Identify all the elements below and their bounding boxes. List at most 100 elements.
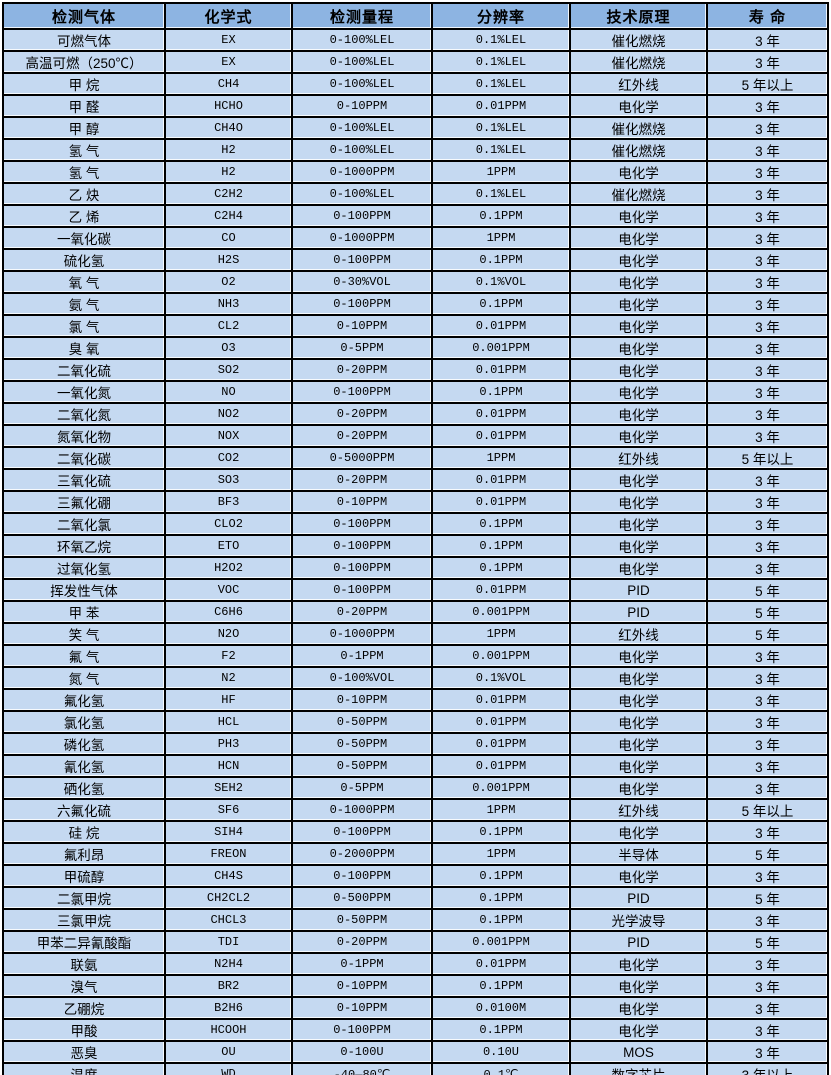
cell-gas: 乙 烯	[2, 204, 166, 228]
cell-resolution: 0.001PPM	[431, 644, 571, 668]
cell-lifespan: 3 年以上	[706, 1062, 829, 1075]
cell-gas: 三氯甲烷	[2, 908, 166, 932]
table-row: 乙 烯 C2H4 0-100PPM 0.1PPM 电化学 3 年	[2, 204, 829, 228]
cell-range: 0-100%LEL	[291, 182, 433, 206]
cell-gas: 氟利昂	[2, 842, 166, 866]
cell-lifespan: 3 年	[706, 754, 829, 778]
cell-resolution: 0.01PPM	[431, 94, 571, 118]
cell-gas: 氢 气	[2, 160, 166, 184]
cell-gas: 氟 气	[2, 644, 166, 668]
cell-formula: BR2	[164, 974, 293, 998]
table-row: 二氧化氯 CLO2 0-100PPM 0.1PPM 电化学 3 年	[2, 512, 829, 536]
cell-resolution: 0.01PPM	[431, 358, 571, 382]
cell-formula: HCHO	[164, 94, 293, 118]
table-row: 甲 烷 CH4 0-100%LEL 0.1%LEL 红外线 5 年以上	[2, 72, 829, 96]
cell-range: 0-1PPM	[291, 644, 433, 668]
cell-lifespan: 3 年	[706, 94, 829, 118]
cell-range: 0-100PPM	[291, 204, 433, 228]
cell-principle: 电化学	[569, 270, 708, 294]
cell-gas: 甲 醇	[2, 116, 166, 140]
cell-lifespan: 3 年	[706, 820, 829, 844]
cell-resolution: 0.1%LEL	[431, 138, 571, 162]
cell-range: 0-100PPM	[291, 556, 433, 580]
cell-principle: 催化燃烧	[569, 50, 708, 74]
cell-principle: 电化学	[569, 644, 708, 668]
cell-range: 0-10PPM	[291, 94, 433, 118]
table-row: 二氧化氮 NO2 0-20PPM 0.01PPM 电化学 3 年	[2, 402, 829, 426]
cell-formula: SF6	[164, 798, 293, 822]
table-row: 挥发性气体 VOC 0-100PPM 0.01PPM PID 5 年	[2, 578, 829, 602]
cell-formula: CO2	[164, 446, 293, 470]
cell-principle: MOS	[569, 1040, 708, 1064]
cell-principle: 电化学	[569, 952, 708, 976]
cell-gas: 六氟化硫	[2, 798, 166, 822]
cell-lifespan: 3 年	[706, 490, 829, 514]
cell-gas: 氯化氢	[2, 710, 166, 734]
cell-range: 0-100PPM	[291, 1018, 433, 1042]
cell-formula: CH2CL2	[164, 886, 293, 910]
cell-range: 0-5PPM	[291, 776, 433, 800]
table-row: 联氨 N2H4 0-1PPM 0.01PPM 电化学 3 年	[2, 952, 829, 976]
column-header-principle: 技术原理	[569, 2, 708, 30]
cell-range: -40—80℃	[291, 1062, 433, 1075]
cell-resolution: 0.1%VOL	[431, 270, 571, 294]
cell-formula: TDI	[164, 930, 293, 954]
cell-gas: 甲苯二异氰酸酯	[2, 930, 166, 954]
table-row: 氮 气 N2 0-100%VOL 0.1%VOL 电化学 3 年	[2, 666, 829, 690]
cell-resolution: 0.01PPM	[431, 468, 571, 492]
cell-formula: SO3	[164, 468, 293, 492]
cell-principle: 电化学	[569, 380, 708, 404]
cell-principle: 红外线	[569, 72, 708, 96]
cell-range: 0-1000PPM	[291, 226, 433, 250]
cell-range: 0-20PPM	[291, 468, 433, 492]
cell-gas: 甲酸	[2, 1018, 166, 1042]
cell-resolution: 1PPM	[431, 446, 571, 470]
cell-lifespan: 3 年	[706, 50, 829, 74]
cell-range: 0-10PPM	[291, 974, 433, 998]
cell-formula: ETO	[164, 534, 293, 558]
cell-principle: 电化学	[569, 688, 708, 712]
cell-principle: 电化学	[569, 402, 708, 426]
cell-range: 0-100PPM	[291, 534, 433, 558]
cell-principle: 电化学	[569, 666, 708, 690]
cell-formula: BF3	[164, 490, 293, 514]
cell-resolution: 0.01PPM	[431, 314, 571, 338]
cell-range: 0-100%LEL	[291, 138, 433, 162]
cell-principle: 电化学	[569, 512, 708, 536]
cell-principle: 电化学	[569, 490, 708, 514]
cell-resolution: 0.01PPM	[431, 754, 571, 778]
cell-lifespan: 3 年	[706, 182, 829, 206]
cell-resolution: 0.1PPM	[431, 380, 571, 404]
cell-formula: O2	[164, 270, 293, 294]
table-row: 硒化氢 SEH2 0-5PPM 0.001PPM 电化学 3 年	[2, 776, 829, 800]
table-header: 检测气体 化学式 检测量程 分辨率 技术原理寿 命	[2, 2, 829, 30]
cell-gas: 氢 气	[2, 138, 166, 162]
table-row: 硅 烷 SIH4 0-100PPM 0.1PPM 电化学 3 年	[2, 820, 829, 844]
cell-formula: N2	[164, 666, 293, 690]
cell-range: 0-5000PPM	[291, 446, 433, 470]
table-row: 笑 气 N2O 0-1000PPM 1PPM 红外线 5 年	[2, 622, 829, 646]
cell-gas: 环氧乙烷	[2, 534, 166, 558]
column-header-resolution: 分辨率	[431, 2, 571, 30]
cell-resolution: 0.1%LEL	[431, 182, 571, 206]
cell-lifespan: 3 年	[706, 666, 829, 690]
cell-formula: CO	[164, 226, 293, 250]
cell-principle: PID	[569, 886, 708, 910]
cell-range: 0-100PPM	[291, 380, 433, 404]
cell-range: 0-500PPM	[291, 886, 433, 910]
cell-principle: 催化燃烧	[569, 182, 708, 206]
table-row: 臭 氧 O3 0-5PPM 0.001PPM 电化学 3 年	[2, 336, 829, 360]
cell-formula: H2S	[164, 248, 293, 272]
cell-formula: F2	[164, 644, 293, 668]
cell-gas: 氰化氢	[2, 754, 166, 778]
cell-range: 0-50PPM	[291, 710, 433, 734]
table-row: 甲苯二异氰酸酯 TDI 0-20PPM 0.001PPM PID 5 年	[2, 930, 829, 954]
table-row: 氟化氢 HF 0-10PPM 0.01PPM 电化学 3 年	[2, 688, 829, 712]
cell-resolution: 0.1%LEL	[431, 72, 571, 96]
cell-gas: 氮 气	[2, 666, 166, 690]
cell-lifespan: 3 年	[706, 138, 829, 162]
cell-lifespan: 3 年	[706, 28, 829, 52]
cell-range: 0-10PPM	[291, 314, 433, 338]
cell-principle: 催化燃烧	[569, 28, 708, 52]
